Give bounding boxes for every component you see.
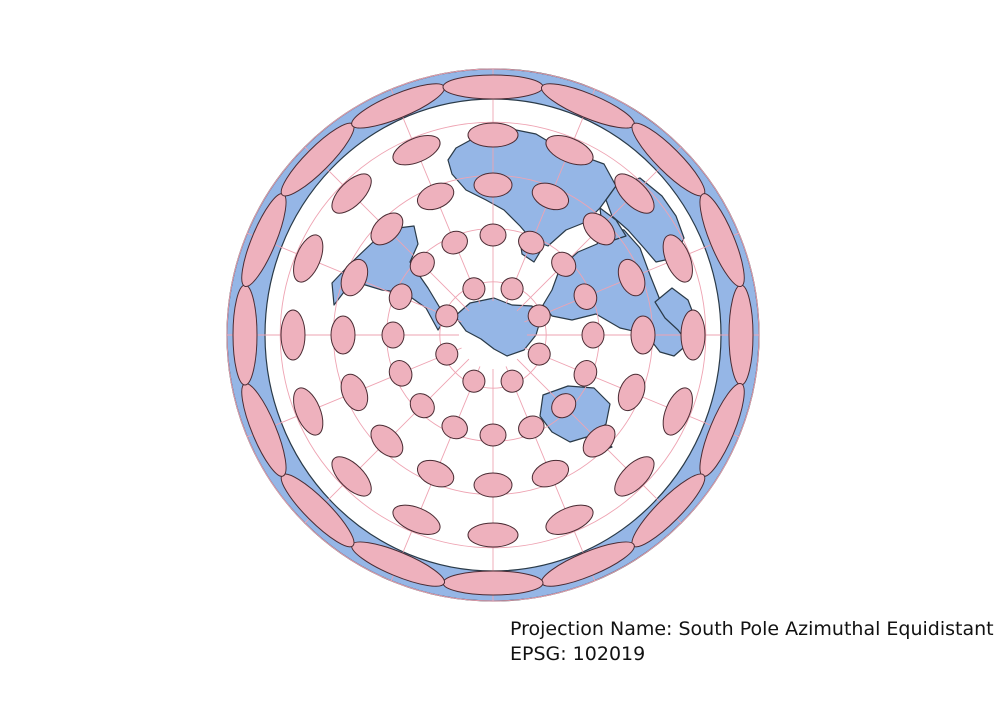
tissot-indicatrix-15 [409,393,435,419]
tissot-indicatrix-55 [614,173,655,214]
tissot-indicatrix-9 [581,321,605,349]
tissot-indicatrix-41 [680,309,706,361]
tissot-indicatrix-35 [370,212,404,246]
tissot-indicatrix-26 [617,373,646,412]
tissot-indicatrix-30 [416,459,455,488]
tissot-indicatrix-46 [392,504,441,535]
tissot-indicatrix-49 [280,309,306,361]
tissot-indicatrix-37 [473,172,513,198]
tissot-indicatrix-21 [479,223,507,247]
tissot-indicatrix-45 [467,522,519,548]
tissot-indicatrix-25 [630,315,656,355]
tissot-indicatrix-40 [617,258,646,297]
tissot-indicatrix-54 [545,135,594,166]
tissot-indicatrix-50 [293,234,324,283]
tissot-indicatrix-17 [381,321,405,349]
tissot-indicatrix-43 [614,456,655,497]
tissot-indicatrix-72 [699,193,745,288]
tissot-indicatrix-8 [527,304,551,328]
tissot-indicatrix-42 [662,387,693,436]
tissot-indicatrix-65 [232,284,258,386]
tissot-indicatrix-36 [416,182,455,211]
tissot-indicatrices [232,74,754,596]
tissot-indicatrix-12 [518,415,545,440]
tissot-indicatrix-47 [331,456,372,497]
epsg-label: EPSG: 102019 [510,643,646,665]
tissot-indicatrix-61 [442,570,544,596]
tissot-indicatrix-31 [370,424,404,458]
tissot-indicatrix-57 [728,284,754,386]
tissot-indicatrix-38 [531,182,570,211]
tissot-indicatrix-48 [293,387,324,436]
tissot-indicatrix-52 [392,135,441,166]
tissot-indicatrix-29 [473,472,513,498]
tissot-indicatrix-69 [442,74,544,100]
tissot-indicatrix-4 [435,342,459,366]
tissot-indicatrix-27 [582,424,616,458]
tissot-indicatrix-28 [531,459,570,488]
tissot-indicatrix-39 [582,212,616,246]
graticule [226,68,760,602]
tissot-indicatrix-34 [340,258,369,297]
projection-caption: Projection Name: South Pole Azimuthal Eq… [510,617,994,667]
tissot-indicatrix-18 [388,283,413,310]
tissot-indicatrix-11 [551,393,577,419]
tissot-indicatrix-14 [441,415,468,440]
tissot-indicatrix-5 [435,304,459,328]
projection-name-label: Projection Name: South Pole Azimuthal Eq… [510,618,994,640]
tissot-indicatrix-44 [545,504,594,535]
tissot-indicatrix-20 [441,230,468,255]
tissot-indicatrix-24 [573,283,598,310]
tissot-indicatrix-3 [462,369,486,393]
tissot-indicatrix-56 [662,234,693,283]
tissot-indicatrix-22 [518,230,545,255]
tissot-indicatrix-19 [409,251,435,277]
tissot-indicatrix-33 [330,315,356,355]
continent-antarctica [454,297,542,357]
tissot-indicatrix-53 [467,122,519,148]
tissot-indicatrix-10 [573,360,598,387]
tissot-indicatrix-13 [479,423,507,447]
tissot-indicatrix-16 [388,360,413,387]
tissot-indicatrix-23 [551,251,577,277]
tissot-indicatrix-51 [331,173,372,214]
tissot-indicatrix-2 [500,369,524,393]
tissot-indicatrix-1 [527,342,551,366]
tissot-indicatrix-6 [462,277,486,301]
continent-south-america [331,225,447,331]
tissot-indicatrix-32 [340,373,369,412]
tissot-indicatrix-7 [500,277,524,301]
